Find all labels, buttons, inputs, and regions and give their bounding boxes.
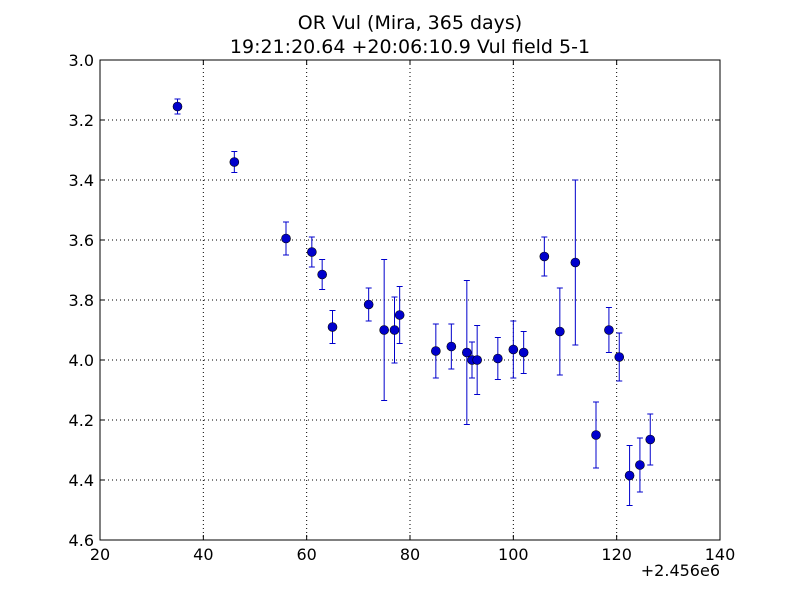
data-point-group [379, 259, 389, 401]
data-point [307, 247, 317, 257]
x-tick-label: 120 [601, 545, 632, 564]
data-point-group [635, 437, 645, 493]
data-point [518, 347, 529, 358]
y-tick-label: 3.2 [69, 111, 94, 130]
data-point [645, 434, 656, 445]
x-tick-label: 100 [498, 545, 529, 564]
data-point-group [172, 98, 183, 115]
data-point-group [614, 332, 625, 382]
data-point-group [518, 331, 529, 374]
data-point [555, 326, 565, 337]
data-point [472, 355, 482, 365]
y-tick-label: 3.6 [69, 231, 94, 250]
data-point-group [307, 236, 317, 268]
data-point-group [604, 307, 614, 353]
grid [100, 60, 720, 540]
x-tick-label: 20 [90, 545, 110, 564]
data-point [389, 325, 400, 335]
data-point-group [327, 310, 338, 344]
data-point [394, 310, 405, 320]
data-point-group [394, 286, 405, 344]
x-offset-label: +2.456e6 [641, 561, 720, 580]
data-point [363, 299, 374, 310]
x-tick-label: 40 [193, 545, 213, 564]
data-point-group [229, 151, 240, 173]
y-tick-label: 3.8 [69, 291, 94, 310]
data-point-group [539, 236, 550, 277]
data-point [317, 269, 327, 280]
data-point-group [446, 323, 457, 370]
axis-labels: 20 40 60 80 100 120 140 3.0 3.2 3.4 3.6 3.8 4.0 4.2 4.… [69, 51, 736, 564]
data-point [624, 470, 635, 481]
x-tick-label: 60 [296, 545, 316, 564]
x-tick-label: 140 [705, 545, 736, 564]
y-tick-label: 4.2 [69, 411, 94, 430]
data-point-group [555, 287, 565, 376]
y-tick-label: 4.6 [69, 531, 94, 550]
data-point-group [645, 413, 656, 466]
data-point-group [281, 221, 291, 256]
data-point [591, 430, 601, 440]
data-point-group [591, 401, 601, 469]
data-point [229, 157, 240, 167]
data-point-group [431, 323, 441, 379]
data-point [379, 325, 389, 335]
data-point [493, 353, 503, 364]
data-point [539, 251, 550, 262]
y-tick-label: 4.4 [69, 471, 94, 490]
data-point-group [317, 259, 327, 290]
plot-frame [99, 59, 721, 541]
data-point [570, 257, 581, 268]
data-point-group [508, 320, 519, 379]
data-point-group [462, 280, 472, 425]
data-point-group [570, 179, 581, 346]
y-tick-label: 3.4 [69, 171, 94, 190]
data-point [446, 341, 457, 352]
data-point [604, 325, 614, 335]
data-point-group [493, 337, 503, 380]
data-point-group [389, 296, 400, 364]
chart-subtitle: 19:21:20.64 +20:06:10.9 Vul field 5-1 [230, 36, 590, 58]
data-point-group [472, 325, 482, 395]
x-tick-label: 80 [400, 545, 420, 564]
data-point [508, 344, 519, 355]
data-point [327, 322, 338, 332]
data-point-group [363, 287, 374, 322]
data-point [635, 460, 645, 470]
data-point-group [624, 445, 635, 506]
data-point [614, 352, 625, 362]
data-point [431, 346, 441, 356]
y-tick-label: 3.0 [69, 51, 94, 70]
data-point [462, 347, 472, 358]
data-points [172, 98, 656, 506]
data-point [172, 101, 183, 112]
data-point [281, 233, 291, 244]
chart-title: OR Vul (Mira, 365 days) [298, 12, 522, 34]
y-tick-label: 4.0 [69, 351, 94, 370]
